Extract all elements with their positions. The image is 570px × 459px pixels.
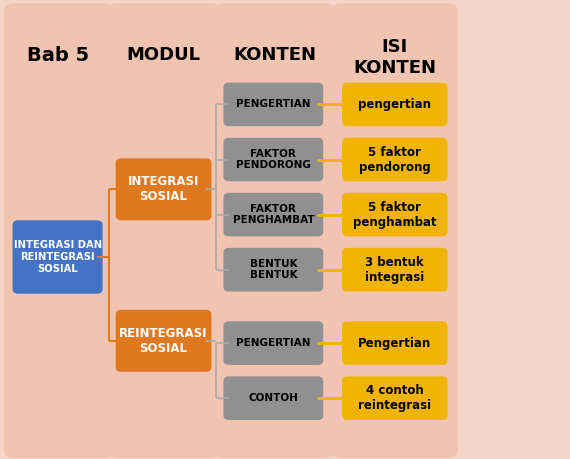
Text: BENTUK
BENTUK: BENTUK BENTUK bbox=[250, 259, 297, 280]
Text: ISI
KONTEN: ISI KONTEN bbox=[353, 38, 436, 77]
Text: FAKTOR
PENGHAMBAT: FAKTOR PENGHAMBAT bbox=[233, 204, 314, 225]
Text: Bab 5: Bab 5 bbox=[27, 45, 89, 65]
Text: CONTOH: CONTOH bbox=[249, 393, 298, 403]
Text: REINTEGRASI
SOSIAL: REINTEGRASI SOSIAL bbox=[119, 327, 208, 355]
Text: PENGERTIAN: PENGERTIAN bbox=[236, 338, 311, 348]
FancyBboxPatch shape bbox=[342, 193, 447, 236]
Text: 4 contoh
reintegrasi: 4 contoh reintegrasi bbox=[358, 384, 431, 412]
FancyBboxPatch shape bbox=[223, 193, 323, 236]
FancyBboxPatch shape bbox=[116, 158, 211, 220]
FancyBboxPatch shape bbox=[342, 376, 447, 420]
FancyBboxPatch shape bbox=[223, 248, 323, 291]
FancyBboxPatch shape bbox=[342, 138, 447, 181]
Text: MODUL: MODUL bbox=[127, 46, 201, 64]
FancyBboxPatch shape bbox=[223, 376, 323, 420]
FancyBboxPatch shape bbox=[332, 3, 458, 458]
Text: KONTEN: KONTEN bbox=[234, 46, 316, 64]
Text: 5 faktor
penghambat: 5 faktor penghambat bbox=[353, 201, 437, 229]
FancyBboxPatch shape bbox=[223, 138, 323, 181]
FancyBboxPatch shape bbox=[342, 321, 447, 365]
FancyBboxPatch shape bbox=[223, 321, 323, 365]
FancyBboxPatch shape bbox=[13, 220, 103, 294]
Text: INTEGRASI
SOSIAL: INTEGRASI SOSIAL bbox=[128, 175, 200, 203]
Text: INTEGRASI DAN
REINTEGRASI
SOSIAL: INTEGRASI DAN REINTEGRASI SOSIAL bbox=[14, 241, 101, 274]
FancyBboxPatch shape bbox=[342, 248, 447, 291]
Text: PENGERTIAN: PENGERTIAN bbox=[236, 100, 311, 109]
FancyBboxPatch shape bbox=[4, 3, 113, 458]
Text: 5 faktor
pendorong: 5 faktor pendorong bbox=[359, 146, 430, 174]
FancyBboxPatch shape bbox=[116, 310, 211, 372]
Text: FAKTOR
PENDORONG: FAKTOR PENDORONG bbox=[236, 149, 311, 170]
Text: 3 bentuk
integrasi: 3 bentuk integrasi bbox=[365, 256, 424, 284]
FancyBboxPatch shape bbox=[215, 3, 335, 458]
FancyBboxPatch shape bbox=[223, 83, 323, 126]
Text: Pengertian: Pengertian bbox=[358, 336, 431, 350]
FancyBboxPatch shape bbox=[342, 83, 447, 126]
FancyBboxPatch shape bbox=[107, 3, 221, 458]
Text: pengertian: pengertian bbox=[358, 98, 431, 111]
